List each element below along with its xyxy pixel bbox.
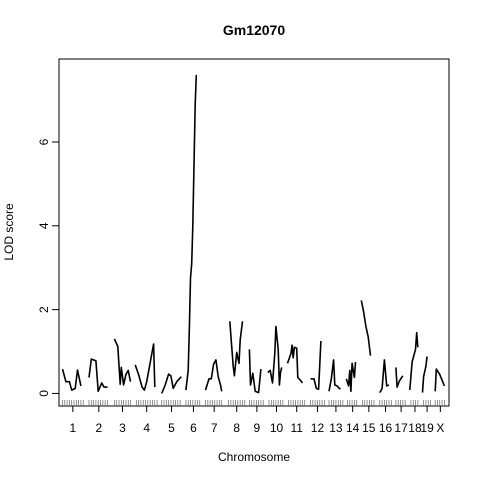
x-tick-label: 7 [211,421,218,435]
y-tick-label: 0 [37,390,51,397]
x-tick-label: 5 [168,421,175,435]
x-axis-label: Chromosome [218,450,290,464]
lod-curves [61,74,446,394]
x-tick-label: 16 [379,421,393,435]
x-tick-label: 17 [394,421,408,435]
x-tick-label: 15 [362,421,376,435]
x-tick-label: 14 [346,421,360,435]
y-axis-label: LOD score [2,203,16,261]
lod-curve-chr-11 [286,344,304,384]
lod-curve-chr-9 [248,349,262,394]
x-tick-label: 3 [119,421,126,435]
x-tick-label: 1 [70,421,77,435]
x-tick-label: X [436,421,444,435]
lod-curve-chr-7 [204,359,223,392]
x-tick-label: 2 [95,421,102,435]
x-tick-label: 4 [143,421,150,435]
lod-curve-chr-15 [360,300,372,356]
marker-rug [62,400,445,406]
lod-curve-chr-14 [345,361,357,393]
lod-curve-chr-13 [328,359,341,392]
lod-curve-chr-8 [229,321,244,377]
x-tick-label: 13 [329,421,343,435]
lod-curve-chr-6 [185,74,198,391]
lod-curve-chr-3 [113,338,132,386]
y-tick-label: 4 [37,222,51,229]
lod-curve-chr-4 [134,343,156,391]
lod-curve-chr-2 [88,358,108,393]
lod-curve-chr-17 [395,367,404,388]
lod-curve-chr-16 [379,359,390,393]
x-tick-label: 12 [311,421,325,435]
lod-curve-chr-12 [310,340,322,391]
x-tick-label: 9 [254,421,261,435]
lod-curve-chr-5 [160,373,182,394]
x-tick-label: 11 [290,421,303,435]
lod-curve-chr-X [434,368,446,392]
lod-curve-chr-19 [421,356,428,393]
chart-title: Gm12070 [223,22,285,38]
lod-curve-chr-1 [61,368,82,391]
x-tick-label: 6 [190,421,197,435]
x-tick-label: 8 [233,421,240,435]
x-tick-label: 19 [420,421,434,435]
lod-curve-chr-10 [267,325,283,386]
x-tick-label: 10 [270,421,284,435]
x-tick-label: 18 [408,421,422,435]
y-tick-label: 6 [37,138,51,145]
lod-curve-chr-18 [409,331,419,391]
y-axis: 0 2 4 6 [37,138,59,397]
y-tick-label: 2 [37,306,51,313]
